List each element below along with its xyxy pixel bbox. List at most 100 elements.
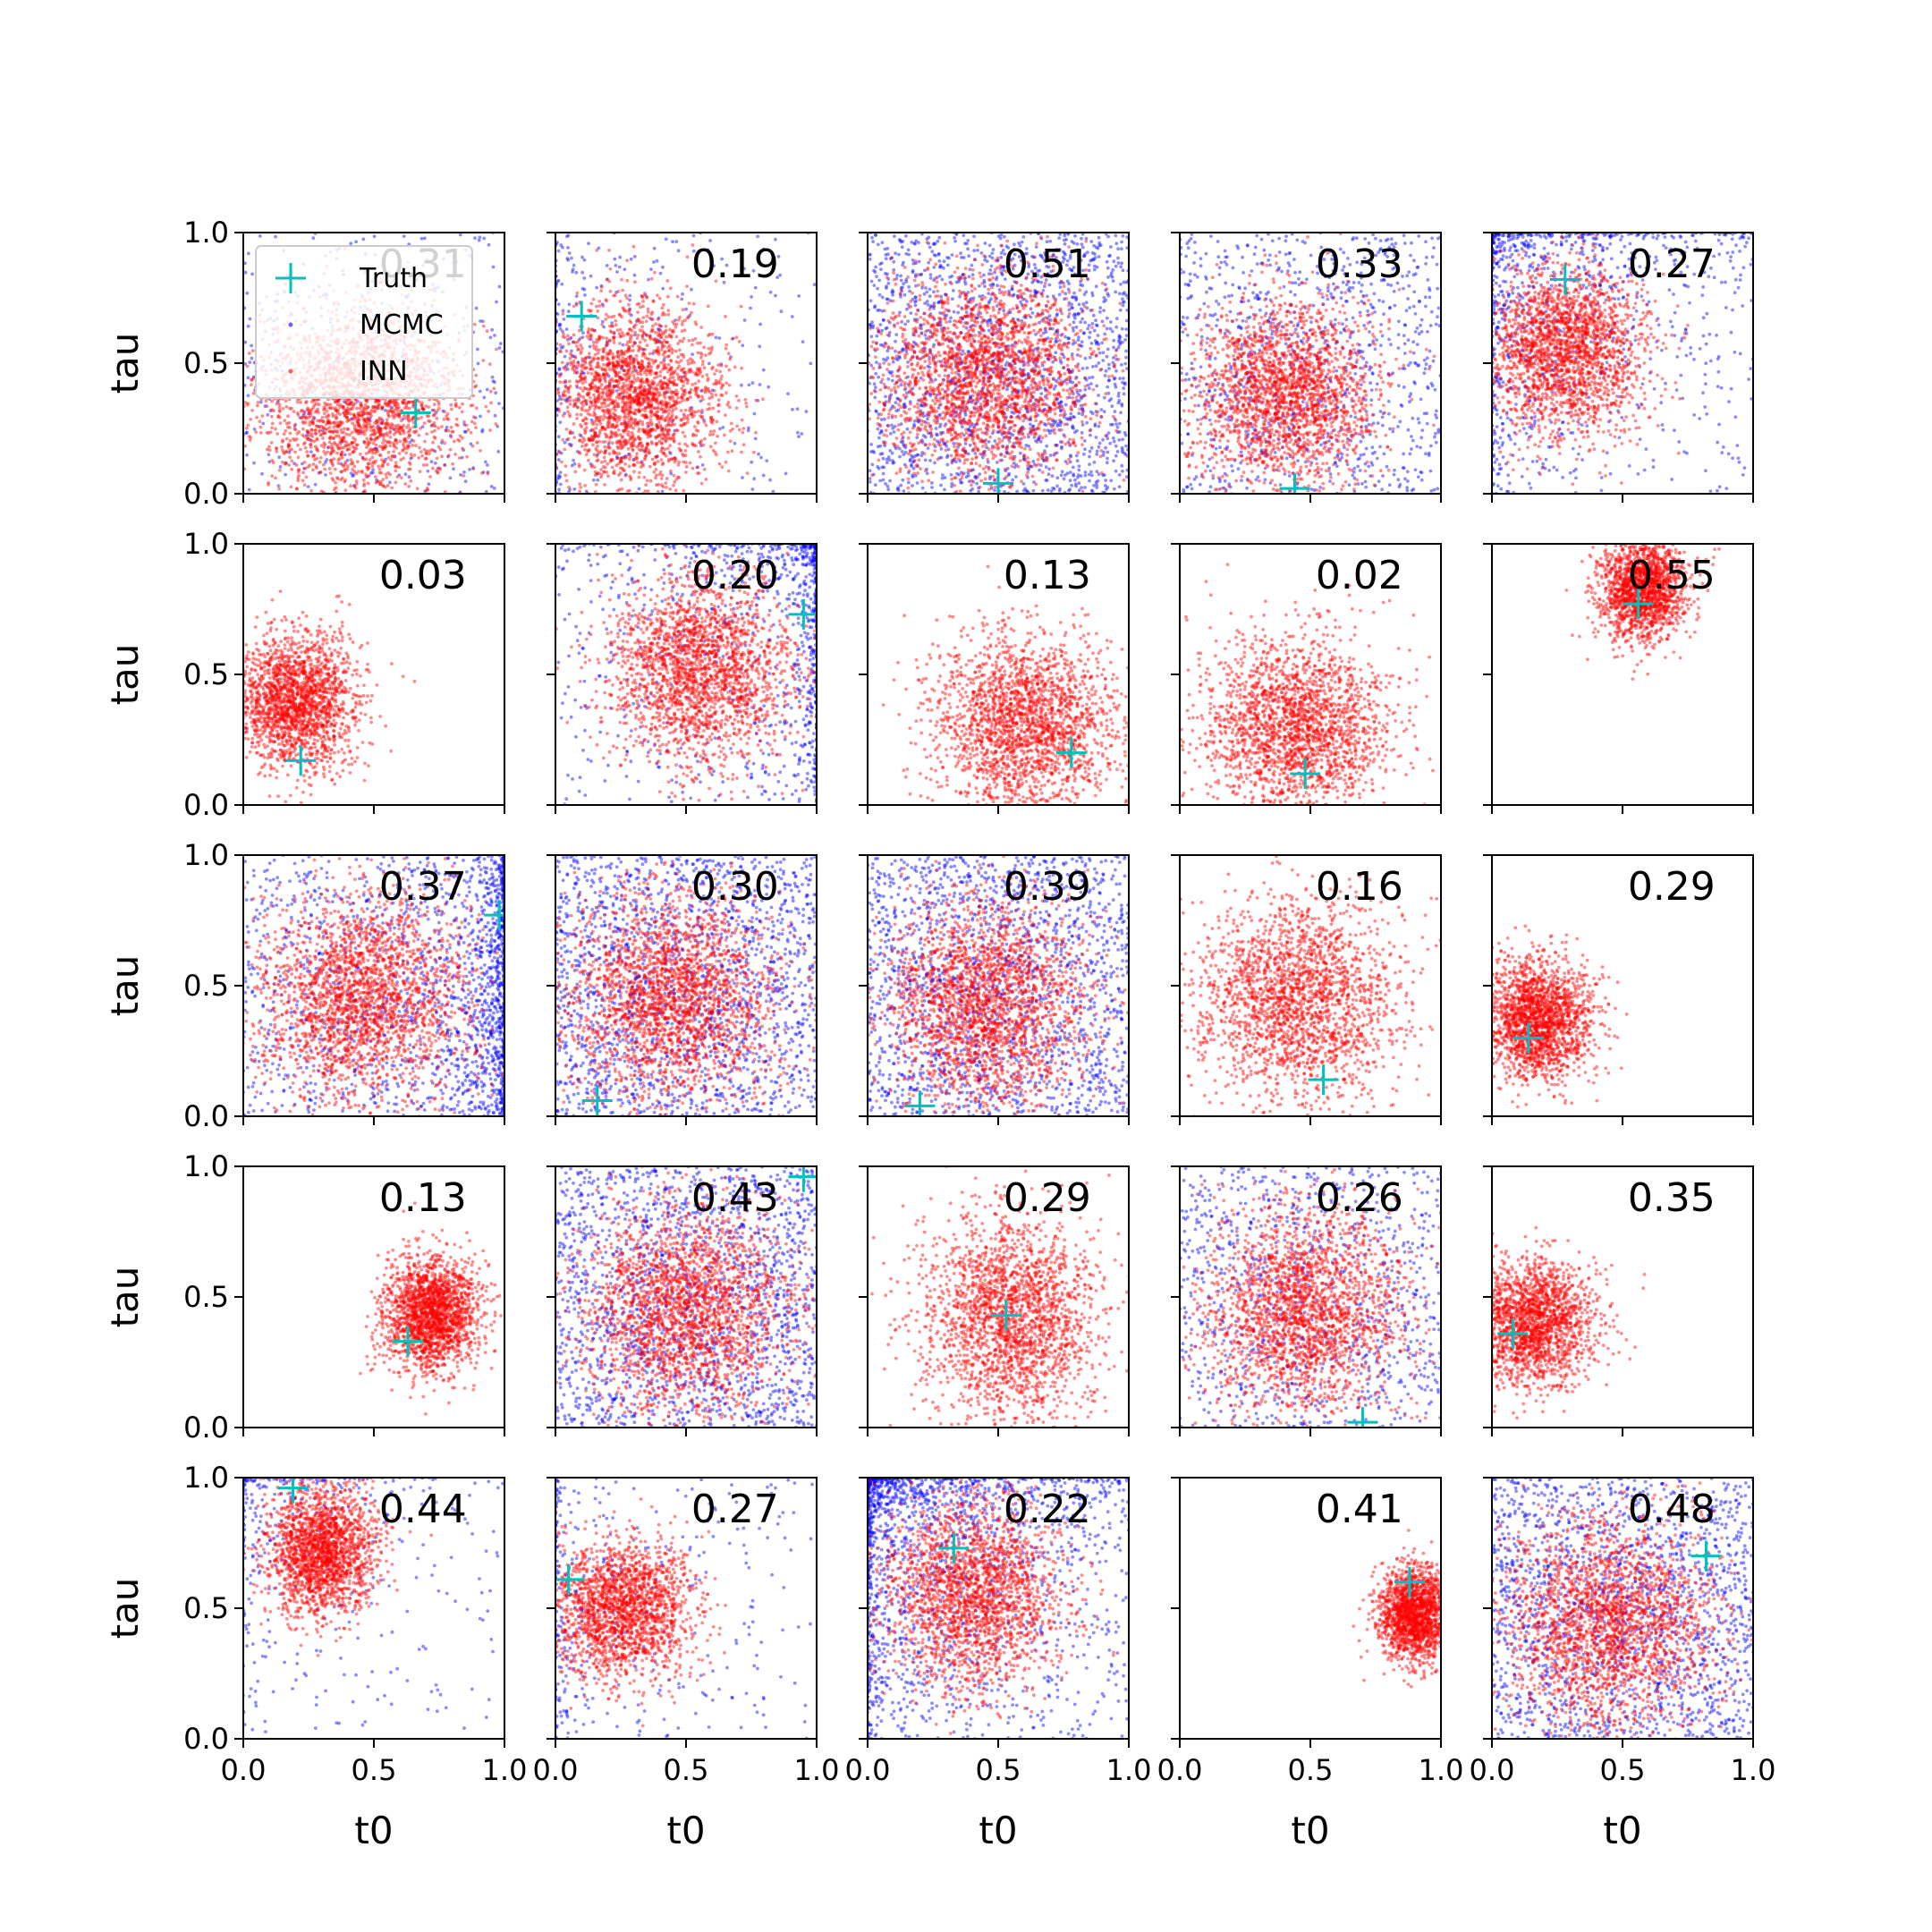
inn-point (628, 396, 631, 400)
mcmc-point (354, 240, 358, 243)
inn-point (344, 488, 348, 492)
mcmc-point (661, 287, 665, 291)
inn-point (640, 360, 644, 364)
inn-point (259, 426, 263, 429)
inn-point (624, 358, 628, 361)
mcmc-point (677, 249, 681, 252)
inn-point (589, 309, 593, 312)
mcmc-point (633, 274, 637, 277)
inn-point (684, 461, 688, 464)
mcmc-point (343, 453, 347, 457)
inn-point (597, 361, 600, 365)
inn-point (361, 456, 365, 460)
inn-point (378, 445, 382, 448)
inn-point (333, 450, 336, 453)
inn-point (352, 441, 356, 445)
inn-point (430, 448, 434, 452)
inn-point (329, 422, 333, 426)
mcmc-point (479, 235, 482, 239)
inn-point (619, 467, 623, 470)
inn-point (730, 422, 733, 426)
inn-point (331, 463, 335, 467)
inn-point (338, 457, 342, 461)
inn-point (572, 334, 576, 337)
inn-point (616, 360, 620, 364)
inn-point (696, 342, 699, 345)
inn-point (334, 443, 337, 446)
inn-point (449, 403, 453, 407)
mcmc-point (717, 336, 721, 340)
inn-point (558, 350, 562, 353)
inn-point (673, 474, 676, 478)
mcmc-point (247, 394, 250, 397)
inn-point (724, 343, 728, 347)
inn-point (584, 380, 588, 384)
inn-point (322, 463, 326, 467)
inn-point (579, 378, 582, 382)
inn-point (379, 421, 383, 425)
inn-point (289, 439, 292, 443)
inn-point (589, 360, 593, 364)
mcmc-point (325, 458, 328, 462)
inn-point (655, 372, 658, 376)
inn-point (674, 456, 677, 460)
inn-point (618, 314, 622, 318)
inn-point (682, 384, 685, 387)
inn-point (646, 343, 649, 347)
inn-point (585, 453, 589, 456)
inn-point (639, 346, 642, 350)
inn-point (324, 428, 327, 431)
inn-point (614, 404, 617, 408)
inn-point (649, 479, 653, 483)
mcmc-point (564, 355, 567, 359)
inn-point (473, 323, 477, 326)
mcmc-point (708, 362, 711, 366)
inn-point (348, 419, 352, 422)
mcmc-point (628, 294, 631, 298)
inn-point (612, 294, 615, 298)
inn-point (265, 399, 268, 402)
inn-point (310, 428, 314, 432)
inn-point (245, 427, 249, 430)
inn-point (391, 454, 394, 458)
inn-point (761, 397, 765, 401)
inn-point (314, 432, 318, 436)
inn-point (441, 439, 445, 443)
inn-point (577, 347, 580, 351)
inn-point (638, 437, 641, 441)
inn-point (453, 453, 457, 456)
mcmc-point (748, 384, 751, 387)
mcmc-point (249, 318, 252, 321)
inn-point (564, 464, 568, 468)
mcmc-point (671, 240, 674, 243)
inn-point (562, 312, 565, 316)
mcmc-point (464, 479, 468, 483)
inn-point (676, 355, 680, 359)
inn-point (275, 402, 279, 406)
inn-point (591, 404, 595, 408)
inn-point (655, 442, 658, 445)
inn-point (664, 419, 667, 422)
inn-point (659, 407, 663, 411)
inn-point (637, 349, 640, 352)
inn-point (588, 327, 591, 331)
inn-point (605, 300, 608, 303)
inn-point (443, 442, 446, 445)
inn-point (598, 419, 602, 423)
inn-point (621, 364, 624, 368)
inn-point (603, 456, 606, 460)
inn-point (365, 475, 369, 479)
inn-point (423, 448, 427, 452)
inn-point (656, 454, 659, 458)
inn-point (309, 489, 313, 493)
inn-point (246, 365, 250, 369)
inn-point (329, 407, 333, 411)
inn-point (650, 277, 654, 281)
inn-point (611, 361, 614, 365)
inn-point (564, 336, 567, 340)
inn-point (270, 400, 274, 403)
inn-point (597, 391, 601, 394)
inn-point (633, 463, 637, 467)
inn-point (627, 430, 631, 434)
